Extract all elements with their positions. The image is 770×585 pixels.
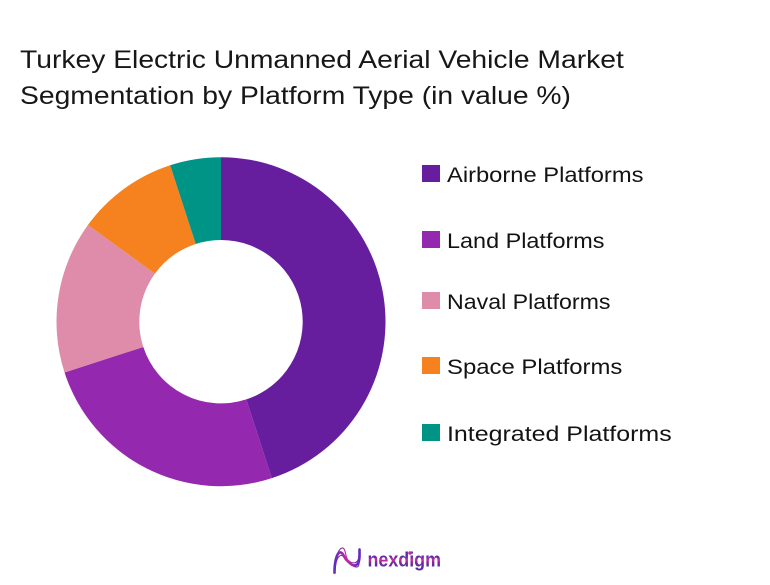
svg-text:nexdigm: nexdigm	[368, 549, 442, 572]
